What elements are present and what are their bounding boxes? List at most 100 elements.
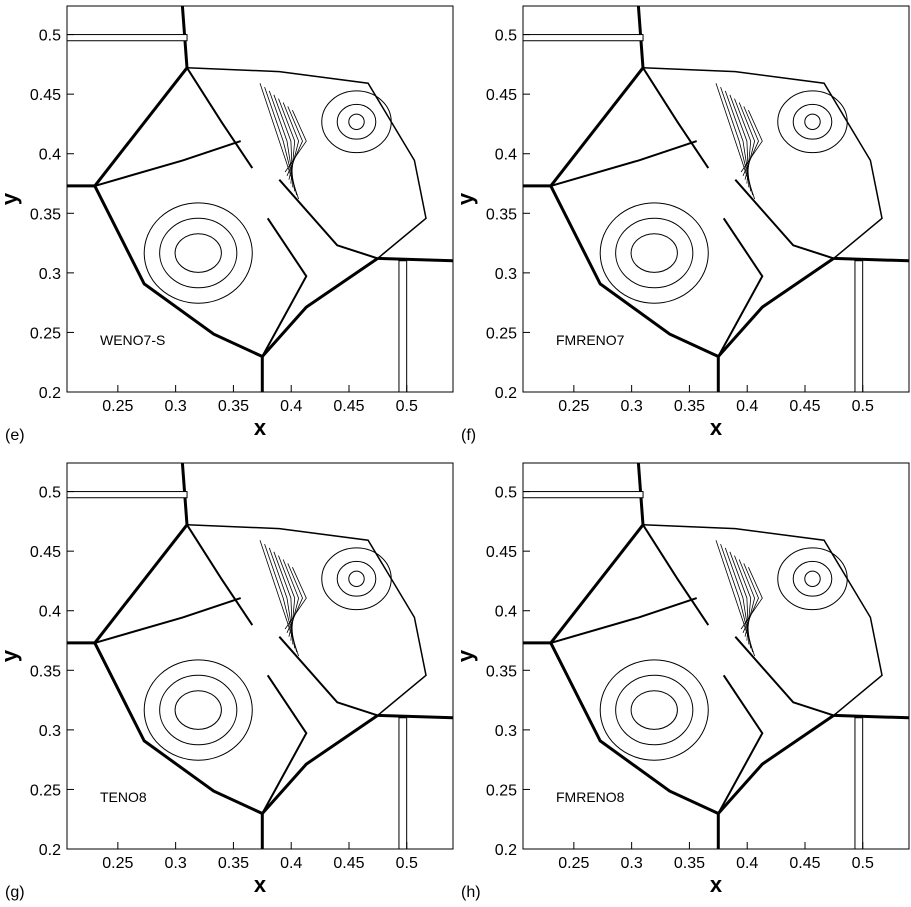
contour-line <box>551 643 719 814</box>
contour-line <box>279 637 377 716</box>
contour-loop <box>805 571 820 586</box>
x-tick-label: 0.45 <box>333 855 364 872</box>
tube <box>67 35 187 41</box>
y-tick-label: 0.45 <box>486 544 517 561</box>
contour-loop <box>349 571 364 586</box>
x-axis-label: x <box>254 415 267 440</box>
y-tick-label: 0.45 <box>30 544 61 561</box>
tube <box>855 718 863 849</box>
contour-line <box>551 68 643 186</box>
y-axis-label: y <box>0 649 22 662</box>
x-tick-label: 0.45 <box>789 855 820 872</box>
contour-line <box>718 675 762 813</box>
contour-line <box>643 68 882 259</box>
contour-line <box>187 525 426 716</box>
contour-line <box>735 637 833 716</box>
y-tick-label: 0.35 <box>30 663 61 680</box>
y-tick-label: 0.25 <box>30 782 61 799</box>
contour-loop <box>160 218 237 287</box>
contour-line <box>262 218 306 356</box>
contour-loop <box>175 234 221 273</box>
y-tick-label: 0.45 <box>30 87 61 104</box>
x-tick-label: 0.4 <box>280 398 302 415</box>
contour-loop <box>337 561 376 596</box>
x-axis-label: x <box>710 415 723 440</box>
y-axis-label: y <box>453 192 478 205</box>
contour-loop <box>778 91 847 153</box>
contour-line <box>378 258 453 260</box>
contour-line <box>551 186 719 357</box>
contour-loop <box>337 104 376 139</box>
contour-loop <box>322 548 391 610</box>
contour-line <box>735 180 833 259</box>
contour-loop <box>349 114 364 129</box>
x-axis-label: x <box>710 872 723 897</box>
contour-line <box>834 258 909 260</box>
contour-line <box>187 68 252 168</box>
y-tick-label: 0.35 <box>486 663 517 680</box>
y-axis-label: y <box>0 192 22 205</box>
x-tick-label: 0.35 <box>674 398 705 415</box>
x-tick-label: 0.4 <box>736 398 758 415</box>
panel-label: (e) <box>5 427 25 444</box>
y-tick-label: 0.35 <box>486 206 517 223</box>
y-tick-label: 0.5 <box>495 28 517 45</box>
y-tick-label: 0.2 <box>39 842 61 859</box>
contour-loop <box>175 691 221 730</box>
x-tick-label: 0.5 <box>396 398 418 415</box>
contour-line <box>95 186 262 357</box>
contour-loop <box>631 234 677 273</box>
y-tick-label: 0.25 <box>486 782 517 799</box>
y-tick-label: 0.25 <box>486 325 517 342</box>
y-tick-label: 0.25 <box>30 325 61 342</box>
contour-line <box>95 598 241 643</box>
x-tick-label: 0.25 <box>558 855 589 872</box>
figure: 0.25 0.3 0.35 0.4 0.45 0.5 0.2 0.25 0.3 0.35 0.4 0.… <box>0 0 911 907</box>
y-tick-label: 0.3 <box>495 723 517 740</box>
contour-line <box>95 141 241 186</box>
x-tick-label: 0.4 <box>736 855 758 872</box>
contour-line <box>378 715 453 717</box>
panel-label: (f) <box>461 427 476 444</box>
contour-line <box>643 525 882 716</box>
x-tick-label: 0.25 <box>558 398 589 415</box>
contour-line <box>262 715 377 813</box>
y-tick-label: 0.3 <box>39 266 61 283</box>
x-tick-label: 0.3 <box>621 398 643 415</box>
panel-label: (h) <box>461 884 481 901</box>
x-tick-label: 0.5 <box>852 398 874 415</box>
panel-label: (g) <box>5 884 25 901</box>
tube <box>399 261 407 392</box>
contour-loop <box>160 675 237 744</box>
contour-line <box>551 598 697 643</box>
x-axis-label: x <box>254 872 267 897</box>
x-tick-label: 0.3 <box>165 855 187 872</box>
contour-line <box>551 525 643 643</box>
y-tick-label: 0.35 <box>30 206 61 223</box>
panel: 0.250.30.350.40.450.50.20.250.30.350.40.… <box>453 6 909 444</box>
x-tick-label: 0.45 <box>789 398 820 415</box>
contour-line <box>187 68 426 259</box>
y-tick-label: 0.5 <box>495 485 517 502</box>
y-tick-label: 0.4 <box>39 147 61 164</box>
tube <box>523 35 643 41</box>
tube <box>855 261 863 392</box>
contour-line <box>95 68 187 186</box>
panel: 0.250.30.350.40.450.50.20.250.30.350.40.… <box>453 463 909 901</box>
contour-loop <box>793 561 832 596</box>
contour-loop <box>778 548 847 610</box>
contour-line <box>643 68 708 168</box>
tube <box>399 718 407 849</box>
contour-loop <box>805 114 820 129</box>
x-tick-label: 0.25 <box>102 398 133 415</box>
contour-loop <box>631 691 677 730</box>
y-tick-label: 0.2 <box>495 385 517 402</box>
x-tick-label: 0.5 <box>396 855 418 872</box>
method-label: WENO7-S <box>100 332 165 348</box>
contour-loop <box>322 91 391 153</box>
y-tick-label: 0.4 <box>39 604 61 621</box>
contour-line <box>95 643 262 814</box>
x-tick-label: 0.35 <box>218 855 249 872</box>
contour-loop <box>616 218 693 287</box>
